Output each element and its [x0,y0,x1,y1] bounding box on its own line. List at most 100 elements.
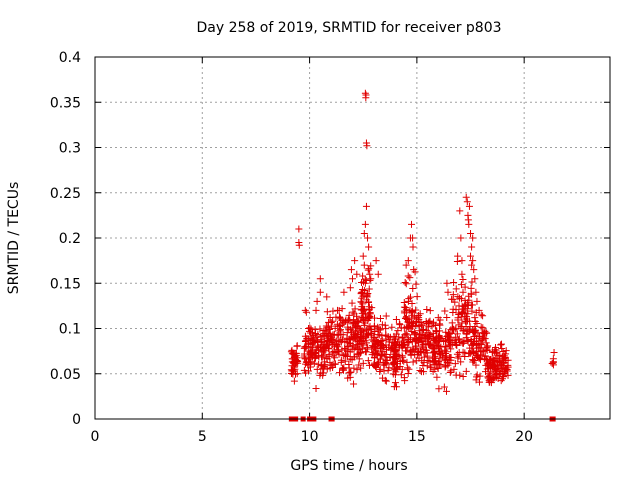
data-point [340,364,348,372]
data-point [497,340,505,348]
data-point [442,387,450,395]
data-point [316,275,324,283]
data-point [308,336,316,344]
data-point [376,326,384,334]
data-point [326,313,334,321]
data-point [336,369,344,377]
grid [95,57,610,419]
y-tick-label: 0.05 [50,367,81,383]
data-point [386,353,394,361]
data-point [446,336,454,344]
data-point [385,338,393,346]
data-point [329,364,337,372]
data-point [392,365,400,373]
data-point [454,252,462,260]
data-point [458,281,466,289]
data-point [497,341,505,349]
data-point [434,364,442,372]
data-point [370,323,378,331]
data-point [350,330,358,338]
data-point [376,365,384,373]
data-point [404,370,412,378]
data-point [342,316,350,324]
data-point [359,317,367,325]
data-point [396,321,404,329]
data-point [341,357,349,365]
data-point [423,362,431,370]
data-point [422,340,430,348]
axis-ticks: 0 5 10 15 20 0 0.05 0.1 0.15 0.2 0.25 0.3 0.35 0.4 [50,50,610,445]
data-point [411,330,419,338]
data-point [339,331,347,339]
data-point [327,334,335,342]
data-point [438,351,446,359]
data-point [443,279,451,287]
data-point [355,361,363,369]
data-point [469,257,477,265]
data-point [392,315,400,323]
data-point [453,330,461,338]
data-point [459,339,467,347]
data-point [405,295,413,303]
data-point [290,359,298,367]
data-point [371,354,379,362]
data-point [315,353,323,361]
data-point [393,360,401,368]
y-axis-title: SRMTID / TECUs [6,182,22,295]
data-point [325,352,333,360]
data-point [475,306,483,314]
data-point [365,324,373,332]
data-point [363,142,371,150]
data-point [376,355,384,363]
data-point [484,360,492,368]
data-point [305,325,313,332]
data-point [468,307,476,315]
data-point [423,306,431,314]
data-point [295,225,303,233]
data-point [449,305,457,313]
y-tick-label: 0.3 [59,141,81,157]
data-point [364,315,372,323]
data-point [431,341,439,349]
data-point [324,330,332,338]
data-point [459,308,467,316]
data-point [420,358,428,366]
data-point [375,325,383,333]
data-point [312,333,320,341]
data-point [400,357,408,365]
data-point [465,292,473,300]
x-axis-title: GPS time / hours [290,458,407,474]
data-point [441,346,449,354]
data-point [459,372,467,380]
data-point [425,318,433,326]
data-point [316,288,324,296]
data-point [361,316,369,324]
data-point [435,333,443,341]
data-point [486,372,494,380]
data-point [469,234,477,242]
data-point [426,307,434,315]
data-point [362,348,370,356]
data-point [442,348,450,356]
data-point [452,285,460,293]
data-point [406,274,414,282]
data-point [424,357,432,365]
data-point [473,297,481,305]
data-point [314,337,322,345]
data-point [471,275,479,283]
data-point [452,333,460,341]
y-tick-label: 0.2 [59,231,81,247]
data-point [311,354,319,362]
data-point [459,288,467,296]
data-point [361,220,369,228]
data-point [412,280,420,288]
y-tick-label: 0.4 [59,50,81,66]
data-point [382,312,390,320]
data-point [340,288,348,296]
data-point [548,360,556,368]
data-point [463,329,471,337]
data-point [353,366,361,374]
data-point [401,304,409,312]
data-point [433,328,441,336]
